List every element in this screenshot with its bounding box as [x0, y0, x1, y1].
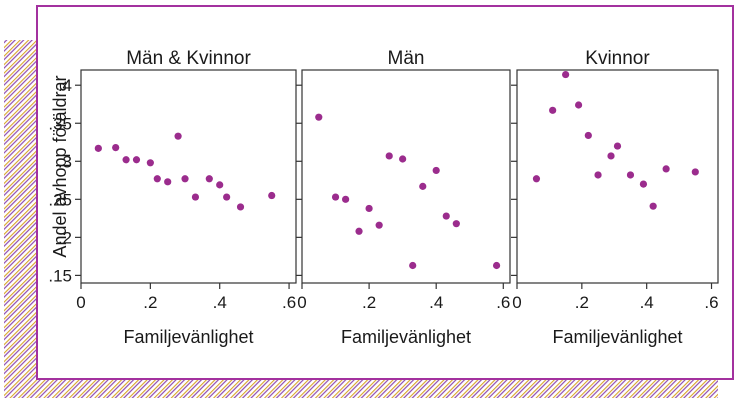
x-tick-label-3-2: .4: [640, 293, 654, 312]
data-point-1-12: [216, 181, 224, 189]
data-point-3-6: [594, 171, 602, 179]
data-point-2-1: [315, 113, 323, 121]
data-point-3-1: [532, 175, 541, 183]
data-point-3-3: [562, 70, 570, 79]
data-point-2-7: [385, 152, 393, 160]
data-point-2-5: [365, 204, 373, 213]
data-point-1-8: [174, 132, 182, 140]
data-point-1-5: [146, 159, 154, 167]
data-point-1-14: [236, 203, 245, 211]
data-point-1-4: [132, 156, 141, 164]
data-point-3-13: [691, 168, 699, 176]
plot-area-1: [80, 69, 297, 284]
y-axis-label: Andel avhopp föräldrar: [50, 75, 70, 257]
data-point-2-6: [375, 221, 383, 229]
data-point-1-1: [94, 144, 102, 152]
data-point-2-13: [452, 220, 460, 228]
left-hatch-strip: [4, 40, 36, 398]
x-tick-label-1-3: .6: [282, 293, 296, 312]
data-point-1-10: [191, 193, 200, 201]
data-point-3-5: [584, 131, 592, 140]
x-tick-label-1-0: 0: [76, 293, 85, 312]
x-tick-label-2-3: .6: [496, 293, 510, 312]
y-tick-label-4: .35: [48, 114, 72, 133]
panel-2: Män 0 .2 .4 .6 Familjevänlighet: [296, 48, 511, 347]
data-point-2-2: [331, 193, 340, 201]
y-tick-label-3: .3: [58, 152, 72, 171]
x-axis-label-3: Familjevänlighet: [552, 327, 682, 347]
data-point-3-2: [549, 106, 557, 114]
data-point-2-9: [409, 261, 417, 270]
x-tick-label-3-1: .2: [575, 293, 589, 312]
data-point-1-11: [205, 175, 213, 183]
data-point-3-12: [662, 165, 670, 173]
x-tick-label-1-1: .2: [143, 293, 157, 312]
data-point-3-8: [613, 142, 622, 150]
x-tick-label-3-0: 0: [512, 293, 521, 312]
panels-group: Män & Kvinnor 0 .2 .4 .6 .15 .2 .25 .3 .35 .4 Famil…: [48, 48, 718, 347]
data-point-3-7: [607, 152, 615, 160]
x-tick-label-1-2: .4: [213, 293, 227, 312]
panel-title-1: Män & Kvinnor: [126, 48, 251, 69]
bottom-hatch-strip: [4, 380, 718, 398]
data-point-2-10: [419, 182, 427, 190]
data-point-2-14: [492, 261, 501, 270]
data-point-1-7: [164, 178, 172, 186]
x-axis-label-1: Familjevänlighet: [123, 327, 253, 347]
panel-title-2: Män: [388, 48, 425, 69]
x-tick-label-2-1: .2: [362, 293, 376, 312]
data-point-2-12: [442, 212, 450, 220]
data-point-2-11: [432, 166, 440, 175]
panel-1: Män & Kvinnor 0 .2 .4 .6 .15 .2 .25 .3 .35 .4 Famil…: [48, 48, 297, 347]
y-tick-label-2: .25: [48, 190, 72, 209]
x-tick-label-2-0: 0: [297, 293, 306, 312]
x-tick-label-2-2: .4: [429, 293, 443, 312]
data-point-1-15: [268, 191, 276, 200]
data-point-2-4: [355, 227, 363, 235]
data-point-1-6: [153, 175, 161, 183]
y-tick-label-0: .15: [48, 266, 72, 285]
data-point-2-3: [342, 195, 350, 203]
y-tick-label-5: .4: [58, 76, 72, 95]
data-point-3-9: [626, 171, 635, 179]
data-point-1-2: [112, 143, 120, 152]
x-axis-label-2: Familjevänlighet: [341, 327, 471, 347]
data-point-2-8: [399, 155, 407, 163]
data-point-3-4: [574, 101, 583, 109]
x-tick-label-3-3: .6: [704, 293, 718, 312]
data-point-1-13: [223, 193, 231, 201]
data-point-1-3: [122, 156, 130, 164]
y-tick-label-1: .2: [58, 228, 72, 247]
panel-3: Kvinnor 0 .2 .4 .6 Familjevänlighet: [511, 48, 719, 347]
data-point-1-9: [181, 175, 189, 183]
panel-title-3: Kvinnor: [585, 48, 650, 69]
data-point-3-11: [649, 202, 657, 210]
plot-area-3: [516, 69, 719, 284]
plot-area-2: [301, 69, 511, 284]
data-point-3-10: [639, 180, 648, 188]
